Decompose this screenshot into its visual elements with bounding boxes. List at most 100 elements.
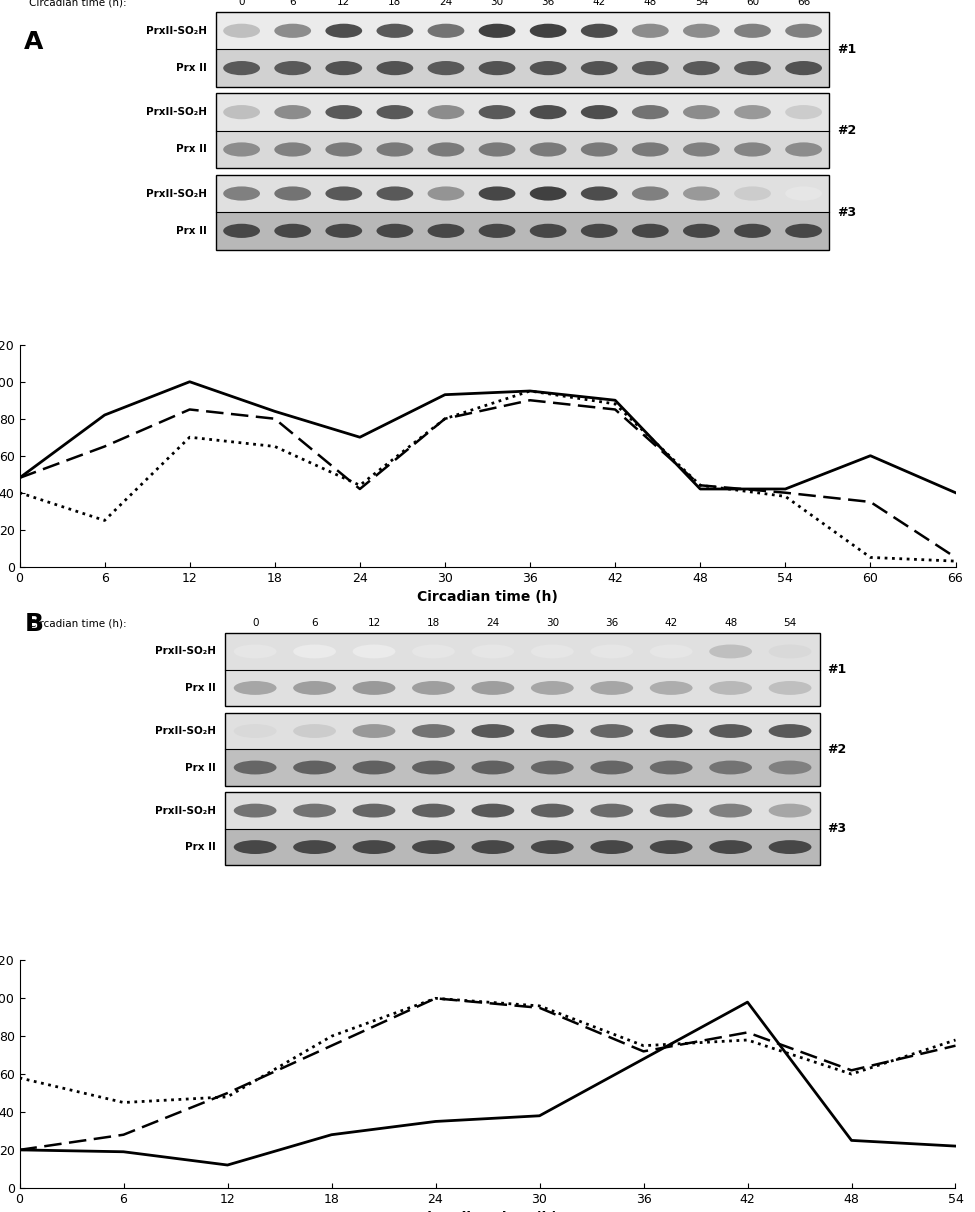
Bar (225, 670, 820, 707)
Text: Prx II: Prx II (185, 682, 216, 693)
Ellipse shape (531, 804, 573, 818)
Ellipse shape (472, 840, 514, 854)
Ellipse shape (785, 61, 822, 75)
Text: 30: 30 (546, 618, 559, 629)
Ellipse shape (428, 224, 464, 238)
Text: 0: 0 (252, 618, 258, 629)
Ellipse shape (734, 187, 771, 201)
Ellipse shape (785, 224, 822, 238)
Ellipse shape (581, 224, 617, 238)
Ellipse shape (274, 187, 311, 201)
Bar (225, 749, 820, 785)
Ellipse shape (428, 142, 464, 156)
Bar (225, 633, 820, 707)
Text: Prx II: Prx II (185, 762, 216, 772)
Ellipse shape (472, 681, 514, 694)
Ellipse shape (234, 681, 277, 694)
Ellipse shape (709, 724, 752, 738)
Bar (216, 50, 829, 87)
Ellipse shape (734, 105, 771, 119)
Ellipse shape (581, 61, 617, 75)
Ellipse shape (649, 645, 692, 658)
Ellipse shape (353, 681, 396, 694)
Text: 42: 42 (593, 0, 605, 7)
Ellipse shape (223, 224, 260, 238)
Ellipse shape (683, 142, 720, 156)
Text: Prx II: Prx II (176, 63, 207, 73)
Ellipse shape (683, 105, 720, 119)
Text: 18: 18 (388, 0, 402, 7)
Ellipse shape (581, 105, 617, 119)
Ellipse shape (223, 105, 260, 119)
Ellipse shape (734, 224, 771, 238)
Ellipse shape (479, 224, 516, 238)
Text: PrxII-SO₂H: PrxII-SO₂H (145, 25, 207, 36)
Ellipse shape (234, 645, 277, 658)
Text: 30: 30 (490, 0, 504, 7)
Ellipse shape (768, 724, 811, 738)
Ellipse shape (412, 761, 455, 774)
Ellipse shape (223, 61, 260, 75)
Ellipse shape (234, 840, 277, 854)
Ellipse shape (274, 24, 311, 38)
Text: #3: #3 (827, 822, 846, 835)
Ellipse shape (531, 645, 573, 658)
Text: 24: 24 (440, 0, 452, 7)
Text: 12: 12 (337, 0, 350, 7)
Text: #3: #3 (837, 206, 856, 218)
Bar (216, 175, 829, 212)
Ellipse shape (531, 681, 573, 694)
Text: #1: #1 (837, 42, 856, 56)
Ellipse shape (683, 61, 720, 75)
Ellipse shape (472, 645, 514, 658)
Text: PrxII-SO₂H: PrxII-SO₂H (155, 726, 216, 736)
Ellipse shape (734, 142, 771, 156)
Ellipse shape (529, 187, 566, 201)
Ellipse shape (353, 761, 396, 774)
Ellipse shape (649, 724, 692, 738)
Ellipse shape (293, 724, 336, 738)
Ellipse shape (274, 224, 311, 238)
Text: 48: 48 (724, 618, 737, 629)
Ellipse shape (531, 840, 573, 854)
Ellipse shape (529, 142, 566, 156)
Ellipse shape (768, 645, 811, 658)
Text: 6: 6 (311, 618, 318, 629)
Ellipse shape (428, 61, 464, 75)
Ellipse shape (472, 804, 514, 818)
Text: Circadian time (h):: Circadian time (h): (29, 618, 127, 629)
Ellipse shape (428, 24, 464, 38)
Text: PrxII-SO₂H: PrxII-SO₂H (145, 189, 207, 199)
Ellipse shape (376, 105, 413, 119)
Ellipse shape (376, 142, 413, 156)
Ellipse shape (376, 24, 413, 38)
Ellipse shape (768, 804, 811, 818)
Ellipse shape (234, 724, 277, 738)
Ellipse shape (768, 681, 811, 694)
Ellipse shape (529, 105, 566, 119)
Bar (225, 793, 820, 829)
Ellipse shape (683, 224, 720, 238)
Ellipse shape (472, 724, 514, 738)
Ellipse shape (632, 224, 669, 238)
Ellipse shape (234, 761, 277, 774)
Ellipse shape (223, 187, 260, 201)
Ellipse shape (293, 840, 336, 854)
Ellipse shape (293, 645, 336, 658)
Bar (216, 212, 829, 250)
Text: 0: 0 (238, 0, 245, 7)
Bar (216, 12, 829, 50)
Ellipse shape (326, 105, 362, 119)
Ellipse shape (353, 840, 396, 854)
Ellipse shape (768, 840, 811, 854)
Ellipse shape (353, 804, 396, 818)
Ellipse shape (353, 645, 396, 658)
Bar (225, 829, 820, 865)
Ellipse shape (376, 187, 413, 201)
Ellipse shape (326, 224, 362, 238)
Ellipse shape (472, 761, 514, 774)
Text: 60: 60 (746, 0, 760, 7)
Ellipse shape (412, 840, 455, 854)
Ellipse shape (709, 681, 752, 694)
Ellipse shape (479, 61, 516, 75)
